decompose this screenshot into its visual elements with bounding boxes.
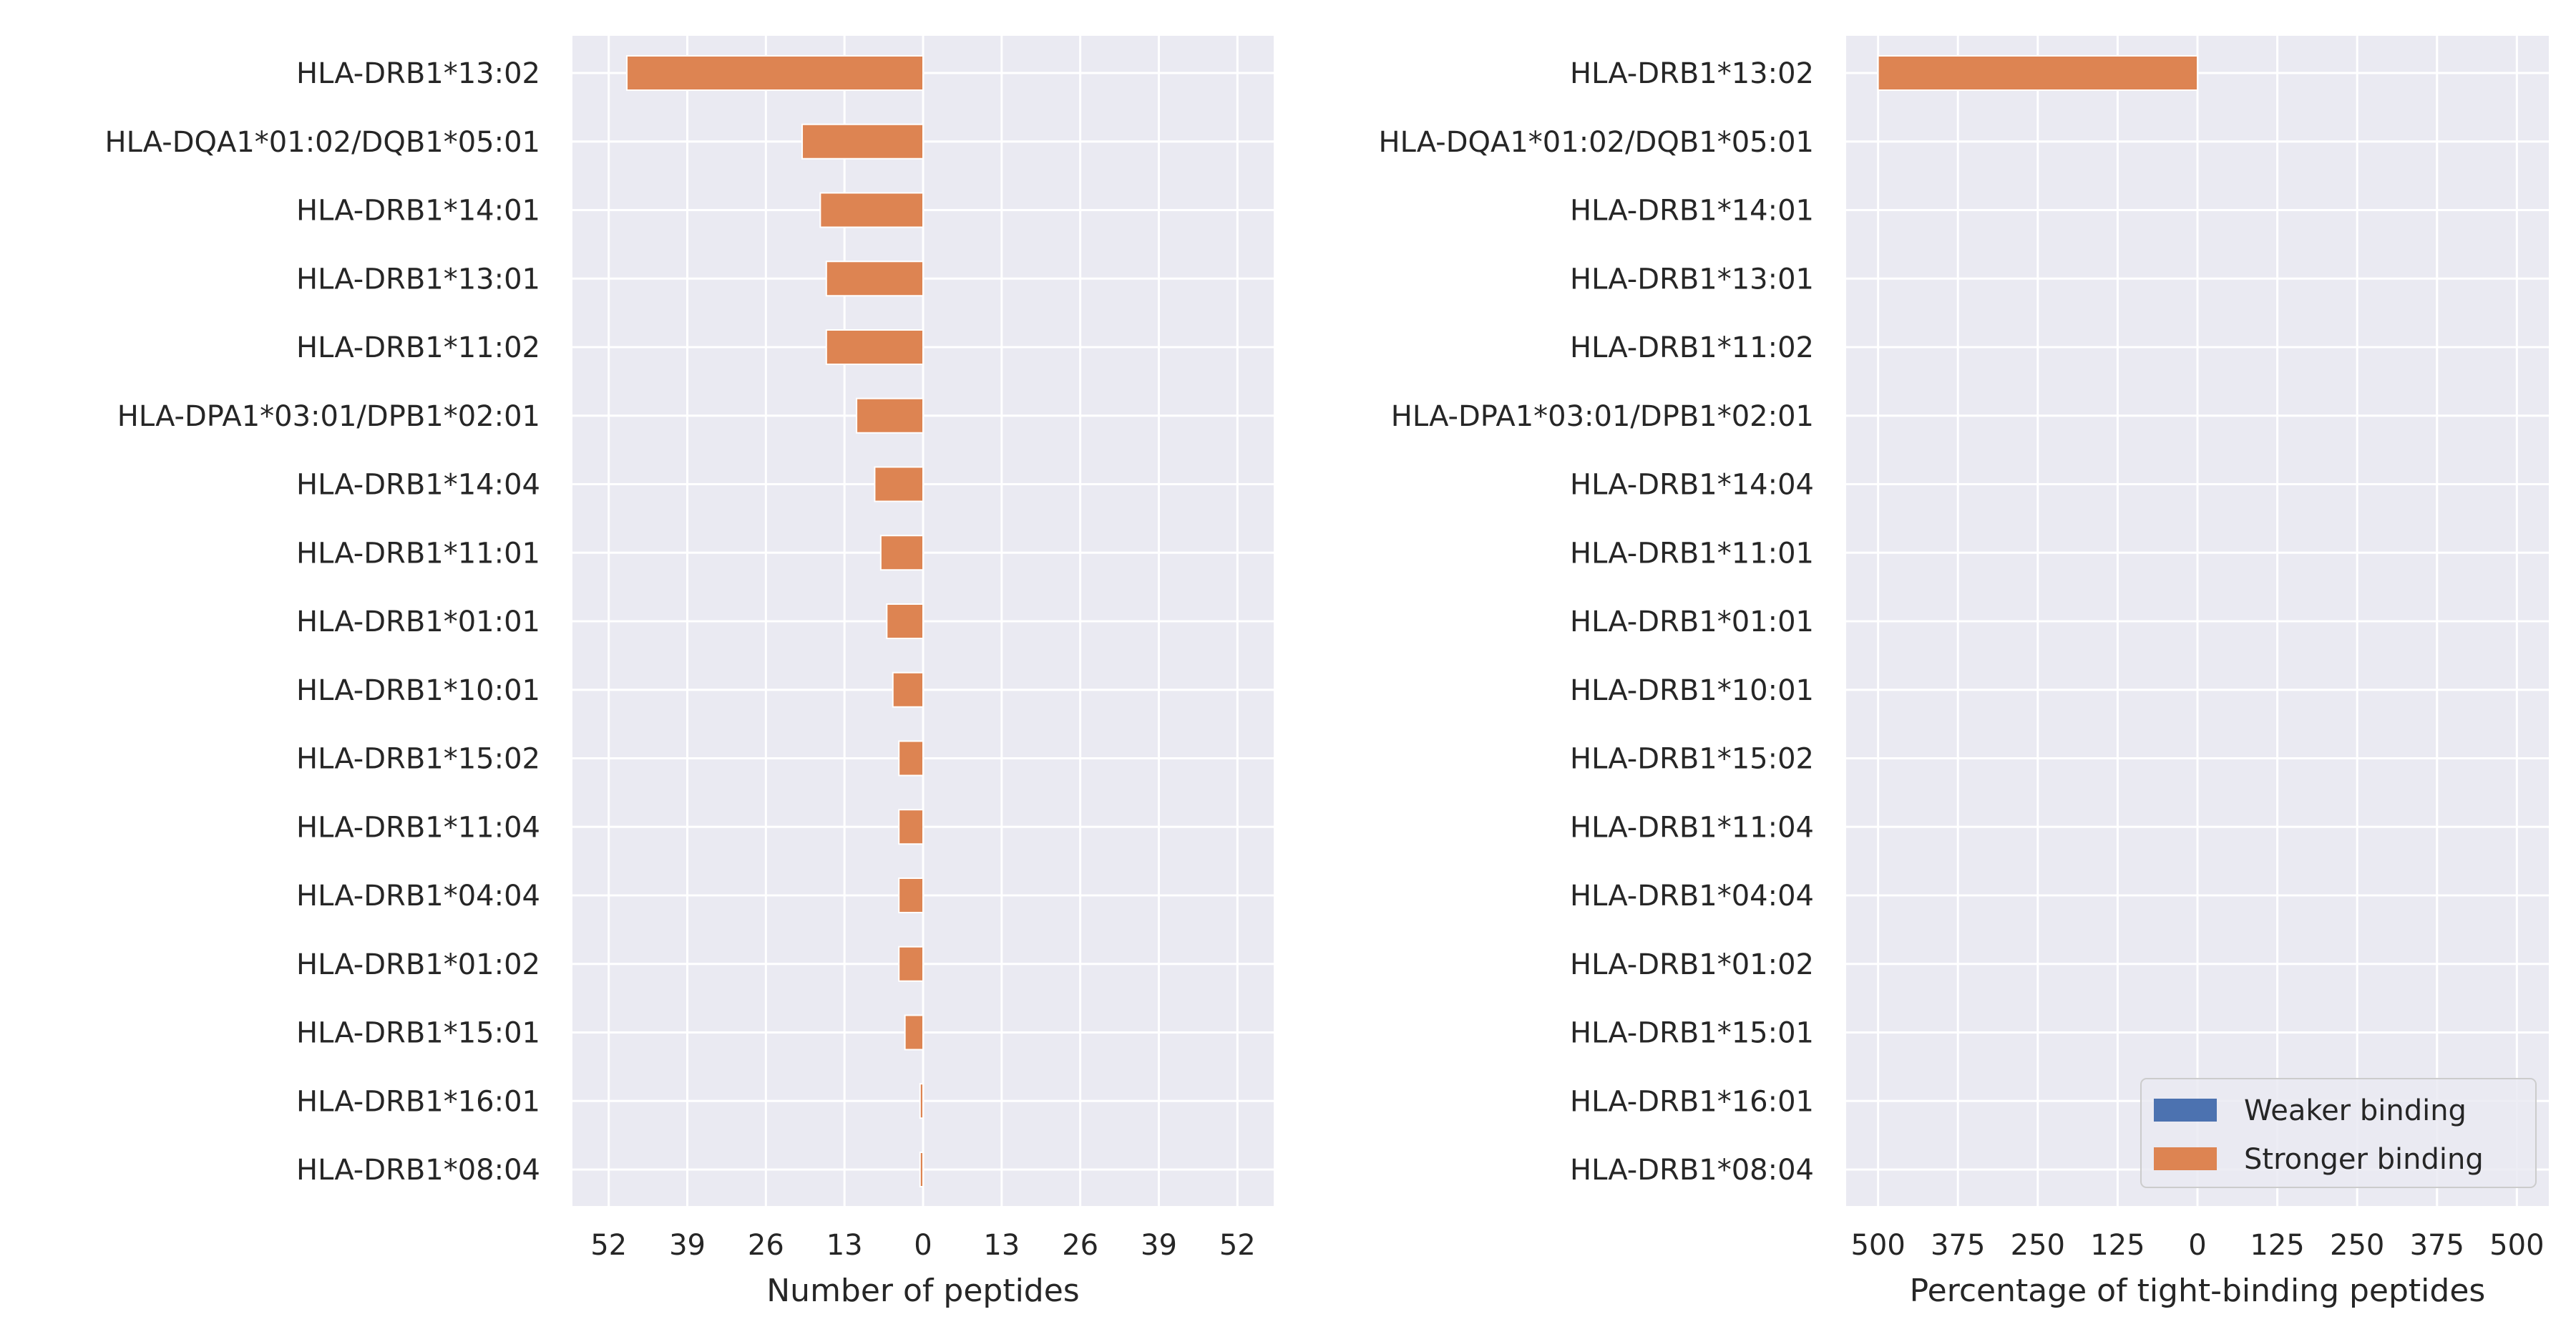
panel-1-bar-1-6 — [874, 466, 924, 502]
panel-1-category-label-10: HLA-DRB1*15:02 — [296, 743, 540, 776]
panel-1-bar-1-9 — [892, 671, 924, 708]
panel-2-category-label-15: HLA-DRB1*16:01 — [1570, 1085, 1814, 1118]
panel-1-category-label-9: HLA-DRB1*10:01 — [296, 674, 540, 707]
panel-2: HLA-DRB1*13:02 HLA-DQA1*01:02/DQB1*05:01 H… — [1379, 36, 2549, 1309]
panel-1-xtick-label-3: 13 — [826, 1229, 863, 1262]
legend-swatch-1 — [2154, 1147, 2217, 1170]
panel-1-bar-1-16 — [919, 1152, 924, 1187]
panel-1-category-label-12: HLA-DRB1*04:04 — [296, 880, 540, 913]
panel-2-category-label-13: HLA-DRB1*01:02 — [1570, 948, 1814, 981]
panel-1-bar-1-7 — [879, 535, 924, 571]
panel-1-bar-1-8 — [886, 603, 924, 639]
panel-1-bar-1-0 — [626, 55, 924, 91]
panel-1-bar-1-10 — [898, 740, 924, 777]
panel-2-category-label-11: HLA-DRB1*11:04 — [1570, 811, 1814, 844]
panel-1-category-label-6: HLA-DRB1*14:04 — [296, 469, 540, 502]
panel-1-category-label-7: HLA-DRB1*11:01 — [296, 537, 540, 570]
panel-2-xtick-label-3: 125 — [2090, 1229, 2145, 1262]
panel-1-xtick-label-7: 39 — [1141, 1229, 1177, 1262]
panel-2-xtick-label-7: 375 — [2410, 1229, 2464, 1262]
panel-1-bar-1-13 — [898, 945, 924, 982]
panel-1-x-axis-title: Number of peptides — [766, 1273, 1079, 1309]
panel-2-category-label-14: HLA-DRB1*15:01 — [1570, 1017, 1814, 1050]
legend-frame — [2140, 1078, 2537, 1188]
panel-2-category-label-16: HLA-DRB1*08:04 — [1570, 1154, 1814, 1187]
panel-1-category-label-1: HLA-DQA1*01:02/DQB1*05:01 — [105, 126, 541, 159]
panel-1-xtick-label-2: 26 — [748, 1229, 784, 1262]
panel-1-category-label-4: HLA-DRB1*11:02 — [296, 331, 540, 364]
panel-2-bar-1-0 — [1877, 55, 2199, 91]
panel-1-category-label-11: HLA-DRB1*11:04 — [296, 811, 540, 844]
legend-swatch-0 — [2154, 1099, 2217, 1122]
panel-1-category-label-15: HLA-DRB1*16:01 — [296, 1085, 540, 1118]
panel-2-category-label-2: HLA-DRB1*14:01 — [1570, 195, 1814, 228]
panel-1-bar-1-14 — [904, 1014, 924, 1051]
panel-1-bar-1-4 — [825, 329, 924, 365]
panel-2-xtick-label-8: 500 — [2489, 1229, 2544, 1262]
panel-1-category-label-8: HLA-DRB1*01:01 — [296, 606, 540, 638]
panel-1-bar-1-1 — [801, 123, 924, 160]
panel-2-category-label-0: HLA-DRB1*13:02 — [1570, 57, 1814, 90]
panel-1-category-label-16: HLA-DRB1*08:04 — [296, 1154, 540, 1187]
panel-1-xtick-label-4: 0 — [914, 1229, 932, 1262]
panel-1-bar-1-15 — [919, 1083, 924, 1119]
panel-1-xtick-label-1: 39 — [669, 1229, 706, 1262]
panel-1-xtick-label-8: 52 — [1219, 1229, 1256, 1262]
panel-1-bar-1-11 — [898, 809, 924, 845]
panel-2-category-label-3: HLA-DRB1*13:01 — [1570, 263, 1814, 296]
panel-1-bar-1-5 — [856, 397, 924, 434]
panel-1-xtick-label-0: 52 — [590, 1229, 627, 1262]
legend-label-1: Stronger binding — [2244, 1143, 2484, 1176]
panel-2-category-label-7: HLA-DRB1*11:01 — [1570, 537, 1814, 570]
panel-2-xtick-label-1: 375 — [1931, 1229, 1985, 1262]
panel-2-category-label-8: HLA-DRB1*01:01 — [1570, 606, 1814, 638]
panel-1: HLA-DRB1*13:02 HLA-DQA1*01:02/DQB1*05:01 H… — [105, 36, 1274, 1309]
panel-2-x-axis-title: Percentage of tight-binding peptides — [1910, 1273, 2486, 1309]
panel-2-category-label-1: HLA-DQA1*01:02/DQB1*05:01 — [1379, 126, 1815, 159]
panel-1-category-label-0: HLA-DRB1*13:02 — [296, 57, 540, 90]
panel-1-category-label-3: HLA-DRB1*13:01 — [296, 263, 540, 296]
panel-1-category-label-2: HLA-DRB1*14:01 — [296, 195, 540, 228]
panel-2-category-label-4: HLA-DRB1*11:02 — [1570, 331, 1814, 364]
panel-1-category-label-14: HLA-DRB1*15:01 — [296, 1017, 540, 1050]
panel-2-xtick-label-0: 500 — [1850, 1229, 1905, 1262]
panel-2-xtick-label-6: 250 — [2330, 1229, 2384, 1262]
legend: Weaker binding Stronger binding — [2140, 1078, 2537, 1188]
panel-2-category-label-12: HLA-DRB1*04:04 — [1570, 880, 1814, 913]
panel-1-xtick-label-5: 13 — [983, 1229, 1020, 1262]
panel-1-bar-1-3 — [825, 261, 924, 297]
panel-2-category-label-10: HLA-DRB1*15:02 — [1570, 743, 1814, 776]
panel-1-xtick-label-6: 26 — [1062, 1229, 1098, 1262]
panel-1-category-label-5: HLA-DPA1*03:01/DPB1*02:01 — [117, 400, 540, 433]
legend-label-0: Weaker binding — [2244, 1094, 2467, 1127]
panel-2-category-label-5: HLA-DPA1*03:01/DPB1*02:01 — [1391, 400, 1814, 433]
panel-2-xtick-label-2: 250 — [2011, 1229, 2065, 1262]
panel-2-category-label-6: HLA-DRB1*14:04 — [1570, 469, 1814, 502]
panel-1-category-label-13: HLA-DRB1*01:02 — [296, 948, 540, 981]
panel-1-bar-1-2 — [819, 192, 924, 228]
panel-2-xtick-label-5: 125 — [2250, 1229, 2304, 1262]
panel-2-xtick-label-4: 0 — [2188, 1229, 2206, 1262]
panel-2-category-label-9: HLA-DRB1*10:01 — [1570, 674, 1814, 707]
panel-1-bar-1-12 — [898, 877, 924, 913]
